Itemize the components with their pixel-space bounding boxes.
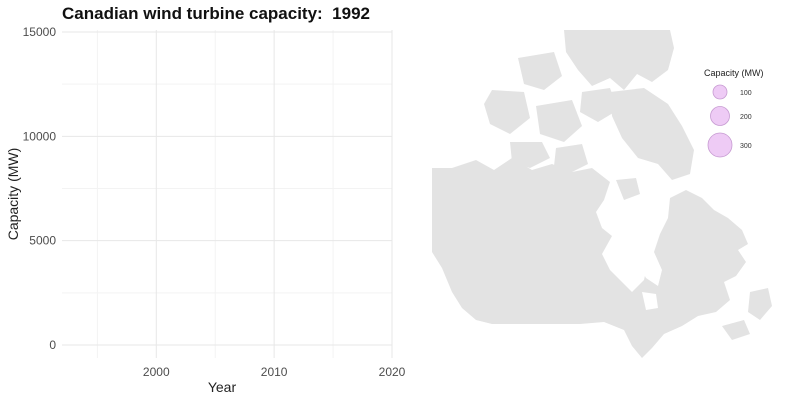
- arctic-island: [484, 90, 530, 134]
- arctic-island: [518, 52, 562, 90]
- legend-bubble-200: [710, 106, 730, 126]
- legend-label-200: 200: [740, 114, 752, 121]
- legend-label-300: 300: [740, 143, 752, 150]
- legend-label-100: 100: [740, 90, 752, 97]
- arctic-island: [564, 30, 674, 90]
- arctic-island: [510, 142, 550, 168]
- x-tick-label: 2010: [261, 365, 288, 379]
- y-tick-label: 10000: [23, 129, 57, 143]
- y-tick-label: 0: [49, 338, 56, 352]
- x-tick-label: 2020: [379, 365, 406, 379]
- hudson-bay: [602, 226, 654, 292]
- legend-bubble-100: [712, 84, 728, 100]
- legend-bubble-300: [707, 132, 733, 158]
- canada-map: [432, 30, 772, 358]
- canada-landmass: [432, 30, 772, 358]
- mainland: [432, 158, 748, 358]
- x-axis-title: Year: [208, 379, 237, 395]
- arctic-island: [554, 144, 588, 174]
- arctic-island: [536, 100, 582, 142]
- maritimes: [722, 320, 750, 340]
- legend-bubbles: 100 200 300: [707, 84, 752, 158]
- y-tick-label: 5000: [29, 234, 56, 248]
- james-bay: [642, 292, 658, 310]
- y-axis-title: Capacity (MW): [5, 148, 21, 241]
- southampton-island: [616, 178, 640, 200]
- legend-title: Capacity (MW): [704, 68, 764, 78]
- capacity-legend: Capacity (MW) 100 200 300: [696, 68, 786, 168]
- capacity-line-chart: 0 5000 10000 15000 2000 2010 2020 Year Capacity …: [5, 25, 406, 395]
- great-lakes: [592, 324, 616, 336]
- arctic-island: [580, 88, 618, 122]
- baffin-island: [610, 88, 694, 180]
- newfoundland: [748, 288, 772, 320]
- chart-title: Canadian wind turbine capacity: 1992: [62, 4, 370, 23]
- x-tick-label: 2000: [143, 365, 170, 379]
- y-tick-label: 15000: [23, 25, 57, 39]
